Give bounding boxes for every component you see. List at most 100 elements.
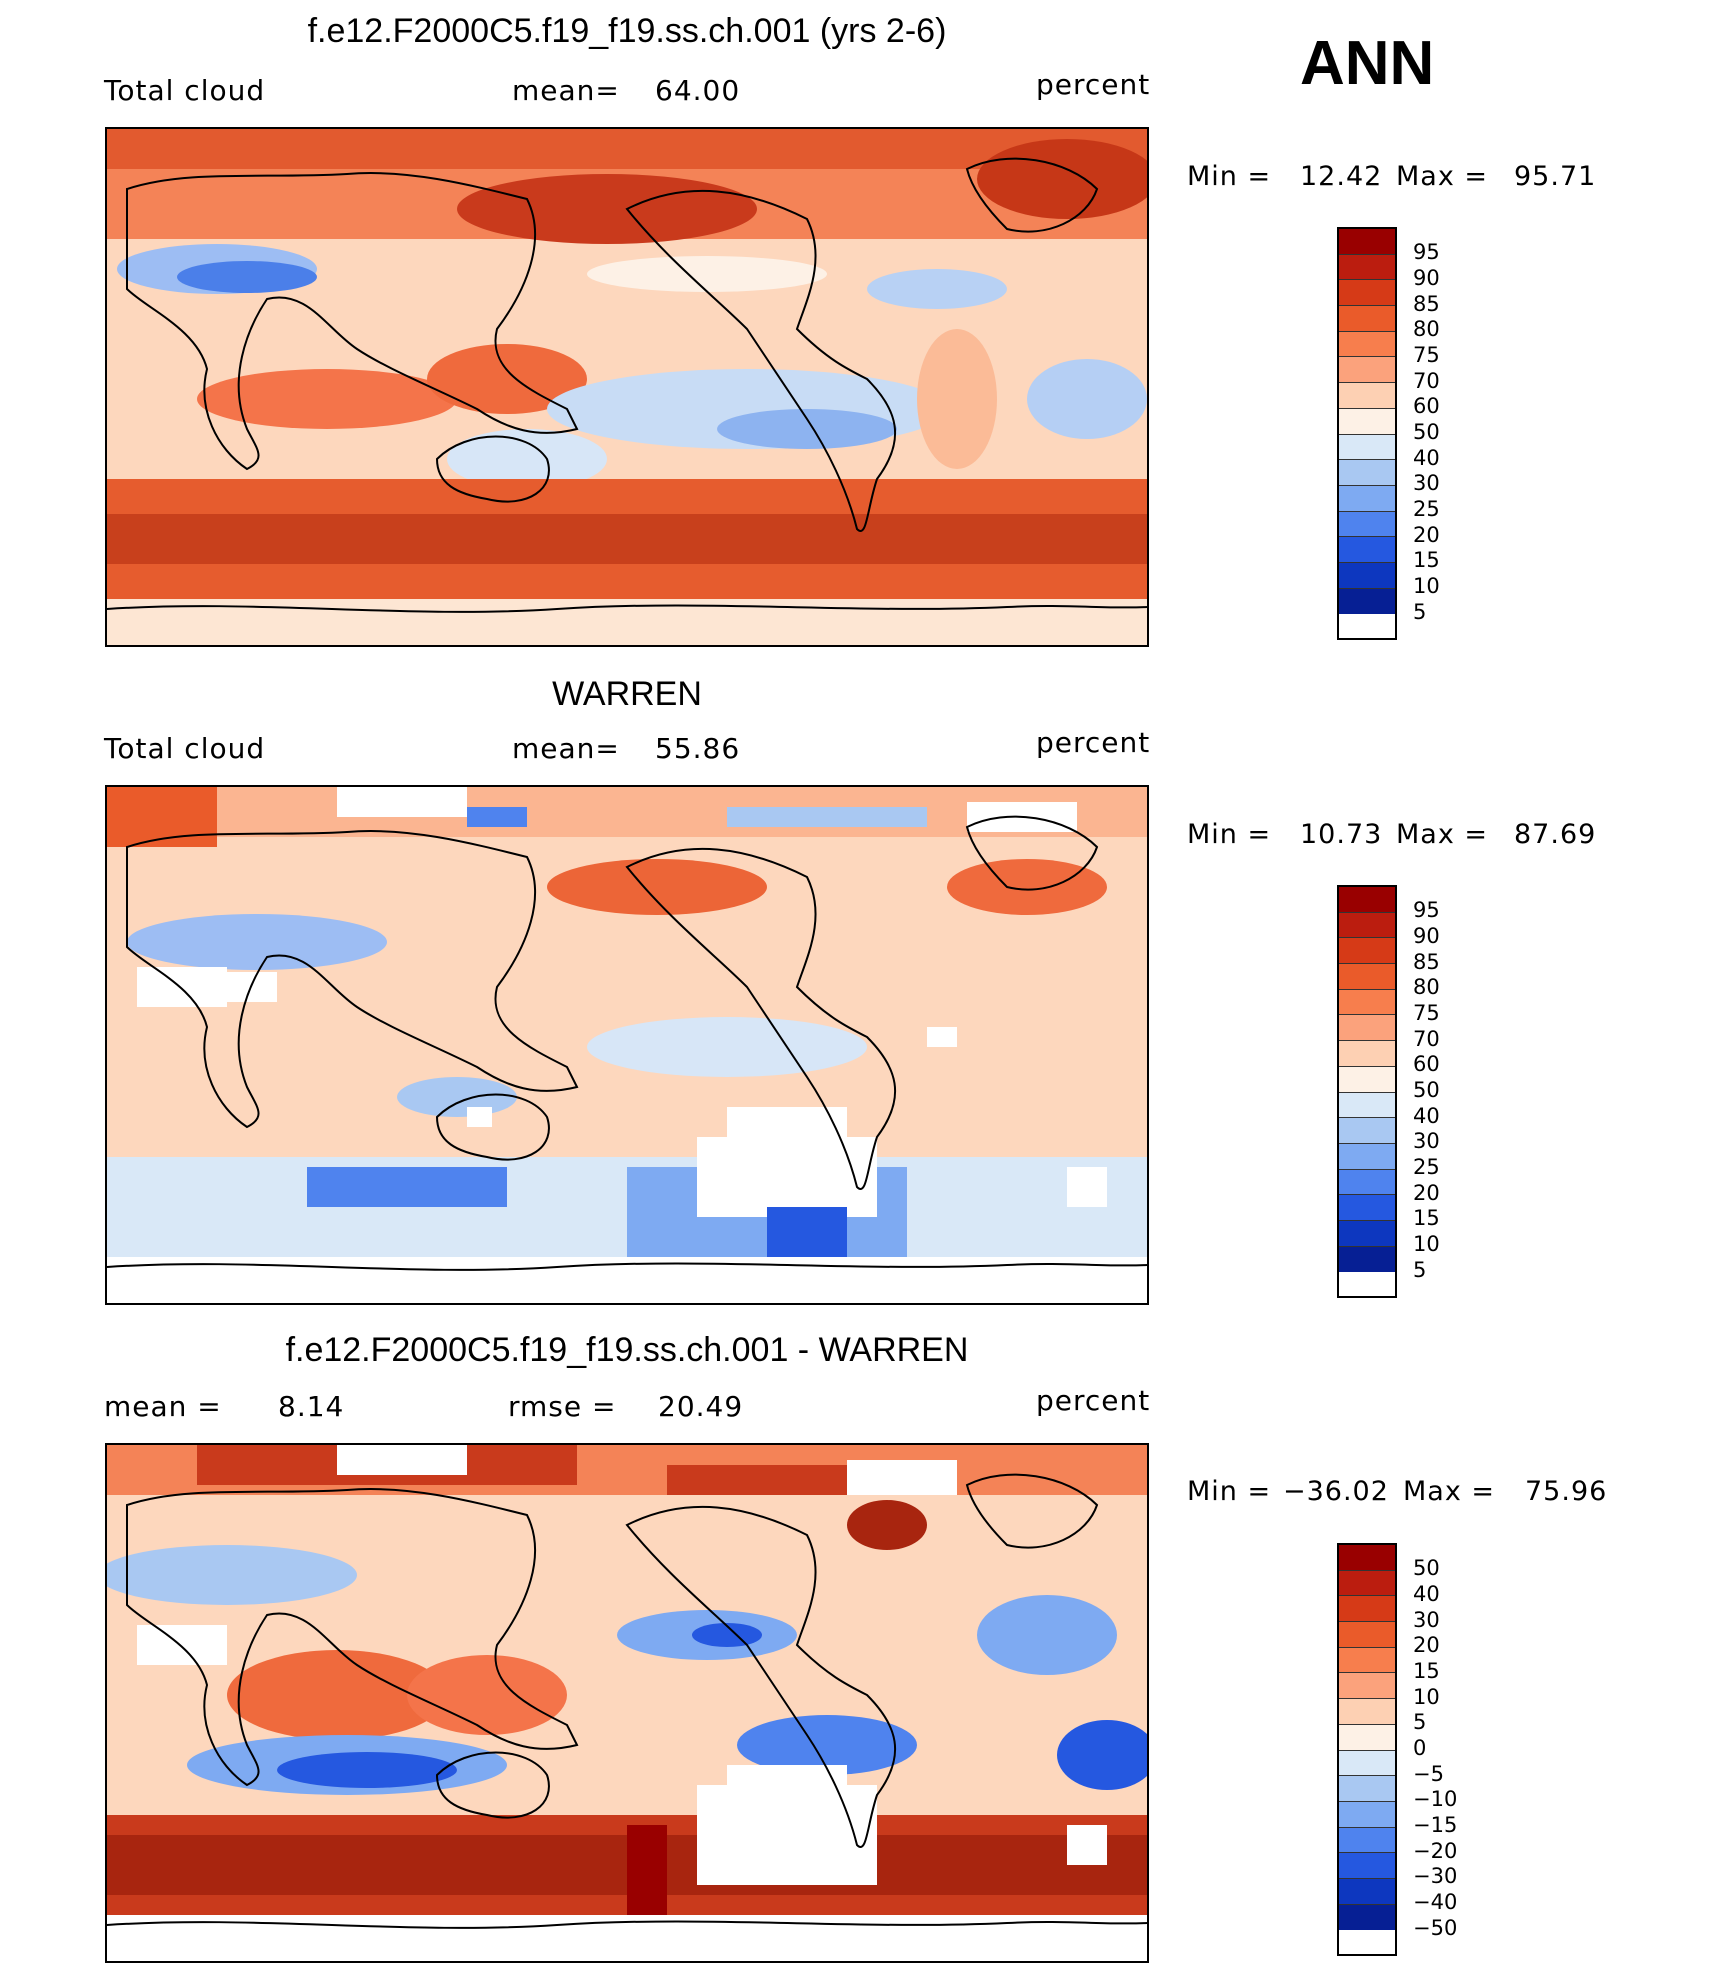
colorbar-segment — [1339, 537, 1395, 563]
panel1-min-label: Min = — [1187, 161, 1272, 192]
panel1-colorbar-tick: 85 — [1413, 292, 1440, 316]
panel2-colorbar-tick: 80 — [1413, 975, 1440, 999]
colorbar-segment — [1339, 588, 1395, 615]
panel1-variable-label: Total cloud — [104, 74, 266, 107]
panel1-colorbar-tick: 15 — [1413, 548, 1440, 572]
panel1-colorbar-tick: 10 — [1413, 574, 1440, 598]
colorbar-segment — [1339, 1596, 1395, 1623]
panel3-colorbar-tick: 0 — [1413, 1736, 1427, 1760]
panel3-colorbar-tick: 15 — [1413, 1659, 1440, 1683]
panel3-colorbar-tick: −5 — [1413, 1762, 1444, 1786]
colorbar-segment — [1339, 460, 1395, 486]
panel3-max-value: 75.96 — [1525, 1476, 1608, 1507]
panel1-colorbar-tick: 25 — [1413, 497, 1440, 521]
colorbar-segment — [1339, 1673, 1395, 1700]
panel3-colorbar-tick: −15 — [1413, 1813, 1458, 1837]
colorbar-segment — [1339, 383, 1395, 409]
panel2-mean-value: 55.86 — [655, 732, 741, 765]
colorbar-segment — [1339, 1246, 1395, 1273]
panel1-units: percent — [1036, 68, 1151, 101]
panel1-colorbar-tick: 50 — [1413, 420, 1440, 444]
panel2-mean-label: mean= — [512, 732, 620, 765]
colorbar-segment — [1339, 912, 1395, 939]
panel2-colorbar-tick: 25 — [1413, 1155, 1440, 1179]
panel2-variable-label: Total cloud — [104, 732, 266, 765]
panel1-max-value: 95.71 — [1514, 161, 1597, 192]
panel1-colorbar — [1337, 227, 1397, 640]
colorbar-segment — [1339, 1776, 1395, 1802]
panel3-max-label: Max = — [1403, 1476, 1496, 1507]
panel3-mean-label: mean = — [104, 1390, 222, 1423]
panel2-colorbar-tick: 50 — [1413, 1078, 1440, 1102]
colorbar-segment — [1339, 989, 1395, 1016]
panel1-max-label: Max = — [1396, 161, 1489, 192]
colorbar-segment — [1339, 1622, 1395, 1648]
colorbar-segment — [1339, 1041, 1395, 1067]
panel1-colorbar-tick: 20 — [1413, 523, 1440, 547]
colorbar-segment — [1339, 1066, 1395, 1093]
panel3-colorbar-tick: −30 — [1413, 1864, 1458, 1888]
panel3-rmse-value: 20.49 — [658, 1390, 744, 1423]
colorbar-segment — [1339, 254, 1395, 281]
panel2-max-value: 87.69 — [1514, 819, 1597, 850]
colorbar-segment — [1339, 1118, 1395, 1144]
panel3-map — [105, 1443, 1149, 1963]
panel3-colorbar-tick: −50 — [1413, 1916, 1458, 1940]
panel1-colorbar-tick: 75 — [1413, 343, 1440, 367]
colorbar-segment — [1339, 1853, 1395, 1879]
panel1-title: f.e12.F2000C5.f19_f19.ss.ch.001 (yrs 2-6… — [307, 12, 947, 50]
panel3-rmse-label: rmse = — [508, 1390, 617, 1423]
panel2-units: percent — [1036, 726, 1151, 759]
colorbar-segment — [1339, 1750, 1395, 1777]
colorbar-segment — [1339, 1647, 1395, 1674]
colorbar-segment — [1339, 1169, 1395, 1196]
panel1-colorbar-tick: 5 — [1413, 600, 1427, 624]
panel2-colorbar-tick: 20 — [1413, 1181, 1440, 1205]
panel3-colorbar-tick: −10 — [1413, 1787, 1458, 1811]
panel3-colorbar-tick: 50 — [1413, 1556, 1440, 1580]
panel3-colorbar-tick: 30 — [1413, 1608, 1440, 1632]
panel1-colorbar-tick: 60 — [1413, 394, 1440, 418]
colorbar-segment — [1339, 229, 1395, 255]
colorbar-segment — [1339, 1092, 1395, 1119]
panel2-colorbar-tick: 75 — [1413, 1001, 1440, 1025]
colorbar-segment — [1339, 1699, 1395, 1725]
panel2-colorbar-tick: 15 — [1413, 1206, 1440, 1230]
panel3-units: percent — [1036, 1384, 1151, 1417]
colorbar-segment — [1339, 331, 1395, 358]
panel3-mean-value: 8.14 — [278, 1390, 345, 1423]
panel2-colorbar-tick: 70 — [1413, 1027, 1440, 1051]
panel1-mean-value: 64.00 — [655, 74, 741, 107]
colorbar-segment — [1339, 1220, 1395, 1247]
panel3-colorbar-tick: 5 — [1413, 1710, 1427, 1734]
panel1-min-value: 12.42 — [1300, 161, 1383, 192]
colorbar-segment — [1339, 1827, 1395, 1854]
panel3-colorbar-tick: −40 — [1413, 1890, 1458, 1914]
colorbar-segment — [1339, 562, 1395, 589]
colorbar-segment — [1339, 1195, 1395, 1221]
colorbar-segment — [1339, 1143, 1395, 1170]
panel3-colorbar — [1337, 1543, 1397, 1956]
panel2-colorbar-tick: 90 — [1413, 924, 1440, 948]
panel3-min-value: −36.02 — [1283, 1476, 1389, 1507]
panel1-colorbar-tick: 80 — [1413, 317, 1440, 341]
season-label: ANN — [1300, 29, 1435, 98]
colorbar-segment — [1339, 306, 1395, 332]
colorbar-segment — [1339, 1545, 1395, 1571]
colorbar-segment — [1339, 1801, 1395, 1828]
panel3-colorbar-tick: 40 — [1413, 1582, 1440, 1606]
panel2-min-value: 10.73 — [1300, 819, 1383, 850]
colorbar-segment — [1339, 1570, 1395, 1597]
panel1-colorbar-tick: 40 — [1413, 446, 1440, 470]
panel1-colorbar-tick: 70 — [1413, 369, 1440, 393]
colorbar-segment — [1339, 1015, 1395, 1042]
panel3-colorbar-tick: 10 — [1413, 1685, 1440, 1709]
panel3-colorbar-tick: 20 — [1413, 1633, 1440, 1657]
panel3-title: f.e12.F2000C5.f19_f19.ss.ch.001 - WARREN — [285, 1331, 969, 1369]
colorbar-segment — [1339, 485, 1395, 512]
panel2-min-label: Min = — [1187, 819, 1272, 850]
colorbar-segment — [1339, 938, 1395, 965]
panel3-colorbar-tick: −20 — [1413, 1839, 1458, 1863]
panel2-colorbar-tick: 95 — [1413, 898, 1440, 922]
panel2-map — [105, 785, 1149, 1305]
